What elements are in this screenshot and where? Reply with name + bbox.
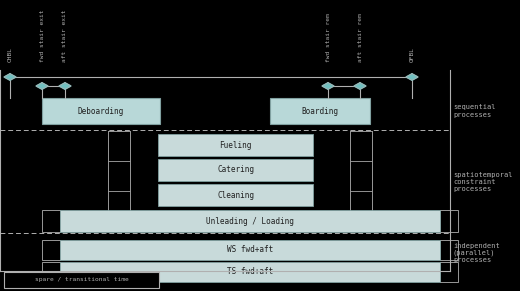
- Bar: [270, 98, 370, 124]
- Text: Cleaning: Cleaning: [217, 191, 254, 200]
- Bar: [42, 210, 60, 232]
- Text: spare / transitional time: spare / transitional time: [35, 278, 128, 283]
- Bar: [350, 131, 372, 221]
- Bar: [440, 210, 458, 232]
- Polygon shape: [4, 74, 16, 80]
- Bar: [158, 159, 313, 181]
- Text: Fueling: Fueling: [219, 141, 252, 150]
- Bar: [440, 262, 458, 282]
- Bar: [158, 134, 313, 156]
- Text: spatiotemporal
constraint
processes: spatiotemporal constraint processes: [453, 172, 513, 192]
- Text: fwd stair rem: fwd stair rem: [326, 13, 331, 62]
- Bar: [350, 131, 372, 161]
- Bar: [158, 184, 313, 206]
- Bar: [42, 98, 160, 124]
- Text: TS fwd+aft: TS fwd+aft: [227, 267, 273, 276]
- Bar: [108, 131, 130, 161]
- Text: CHBL: CHBL: [7, 47, 12, 62]
- Polygon shape: [322, 83, 334, 89]
- Text: sequential
processes: sequential processes: [453, 104, 496, 118]
- Bar: [60, 262, 440, 282]
- Text: Catering: Catering: [217, 166, 254, 175]
- Text: Unleading / Loading: Unleading / Loading: [206, 217, 294, 226]
- Polygon shape: [354, 83, 366, 89]
- Bar: [108, 131, 130, 221]
- Bar: [60, 240, 440, 260]
- Polygon shape: [59, 83, 71, 89]
- Bar: [440, 240, 458, 260]
- Text: independent
(parallel)
processes: independent (parallel) processes: [453, 243, 500, 263]
- Text: aft stair exit: aft stair exit: [62, 10, 68, 62]
- Bar: [108, 161, 130, 191]
- Bar: [60, 210, 440, 232]
- Bar: [42, 262, 60, 282]
- Text: WS fwd+aft: WS fwd+aft: [227, 246, 273, 255]
- Text: Deboarding: Deboarding: [78, 107, 124, 116]
- Text: OFBL: OFBL: [410, 47, 414, 62]
- Polygon shape: [406, 74, 418, 80]
- Text: fwd stair exit: fwd stair exit: [40, 10, 45, 62]
- Text: Boarding: Boarding: [302, 107, 339, 116]
- Bar: [42, 240, 60, 260]
- Bar: [108, 191, 130, 221]
- Bar: [350, 191, 372, 221]
- Bar: [350, 161, 372, 191]
- Bar: [4, 272, 159, 288]
- Polygon shape: [36, 83, 48, 89]
- Text: aft stair rem: aft stair rem: [358, 13, 362, 62]
